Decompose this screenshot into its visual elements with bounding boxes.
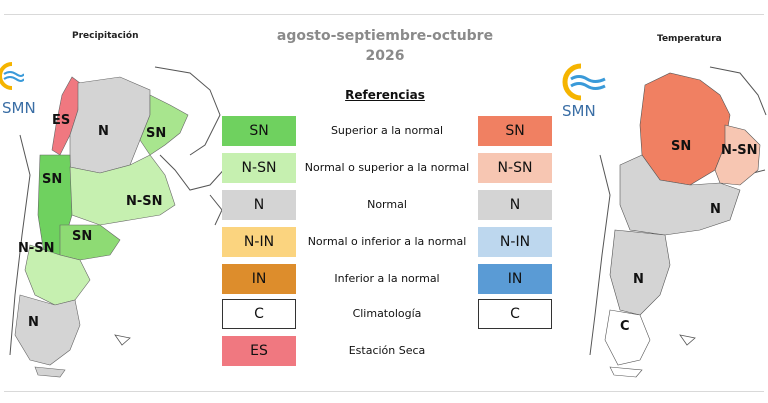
legend-desc: Climatología (352, 307, 422, 320)
legend-row-nin: N-IN Normal o inferior a la normal N-IN (220, 227, 560, 259)
legend-desc: Normal o superior a la normal (304, 161, 470, 174)
precip-swatch-nin: N-IN (222, 227, 296, 257)
temperature-title: Temperatura (657, 34, 722, 44)
legend-title: Referencias (345, 88, 425, 102)
precipitation-title: Precipitación (72, 31, 139, 41)
legend-row-n: N Normal N (220, 190, 560, 222)
temp-zone-nsn (714, 124, 761, 186)
precip-label-es: ES (52, 113, 71, 128)
period-months: agosto-septiembre-octubre (276, 28, 494, 44)
temp-swatch-c: C (478, 299, 552, 329)
temp-zone-c (604, 309, 651, 366)
legend-row-in: IN Inferior a la normal IN (220, 264, 560, 296)
precip-label-sn-ne: SN (146, 126, 167, 141)
legend-row-c: C Climatología C (220, 299, 560, 331)
smn-logo-text: SMN (2, 99, 36, 117)
precip-zone-sn-ne (139, 94, 189, 156)
smn-logo-icon (562, 63, 606, 101)
legend-desc: Superior a la normal (330, 124, 444, 137)
temp-swatch-sn: SN (478, 116, 552, 146)
legend-row-es: ES Estación Seca (220, 336, 560, 368)
precip-label-sn-west: SN (42, 172, 63, 187)
temp-zone-n-south (609, 229, 671, 316)
precip-swatch-sn: SN (222, 116, 296, 146)
legend-desc: Normal o inferior a la normal (307, 235, 467, 248)
temp-label-n-center: N (710, 202, 721, 217)
precip-swatch-es: ES (222, 336, 296, 366)
figure-frame (4, 14, 764, 392)
precip-zone-nsn-east (69, 154, 176, 226)
legend-desc: Estación Seca (348, 344, 426, 357)
precip-zone-n-north (69, 76, 151, 174)
temp-label-sn: SN (671, 139, 692, 154)
legend-desc: Normal (367, 198, 407, 211)
legend-row-sn: SN Superior a la normal SN (220, 116, 560, 148)
smn-logo-text: SMN (562, 102, 596, 120)
temp-label-n-south: N (633, 272, 644, 287)
precip-zone-n-south (14, 294, 81, 366)
legend-row-nsn: N-SN Normal o superior a la normal N-SN (220, 153, 560, 185)
period-year: 2026 (365, 48, 405, 64)
precipitation-map (9, 66, 229, 378)
forecast-period: agosto-septiembre-octubre 2026 (255, 26, 515, 66)
smn-logo-icon (0, 62, 24, 90)
temp-swatch-n: N (478, 190, 552, 220)
precip-swatch-nsn: N-SN (222, 153, 296, 183)
precip-swatch-in: IN (222, 264, 296, 294)
precip-label-nsn-west: N-SN (18, 241, 55, 256)
precip-swatch-c: C (222, 299, 296, 329)
legend-desc: Inferior a la normal (334, 272, 440, 285)
temperature-map (589, 66, 767, 378)
precip-label-sn-center: SN (72, 229, 93, 244)
precip-label-n-north: N (98, 124, 109, 139)
temp-swatch-in: IN (478, 264, 552, 294)
precip-swatch-n: N (222, 190, 296, 220)
temp-label-c: C (620, 319, 630, 334)
precip-label-nsn-east: N-SN (126, 194, 163, 209)
temp-zone-n-center (619, 154, 741, 236)
precip-label-n-south: N (28, 315, 39, 330)
temp-swatch-nsn: N-SN (478, 153, 552, 183)
temp-swatch-nin: N-IN (478, 227, 552, 257)
temp-label-nsn: N-SN (721, 143, 758, 158)
